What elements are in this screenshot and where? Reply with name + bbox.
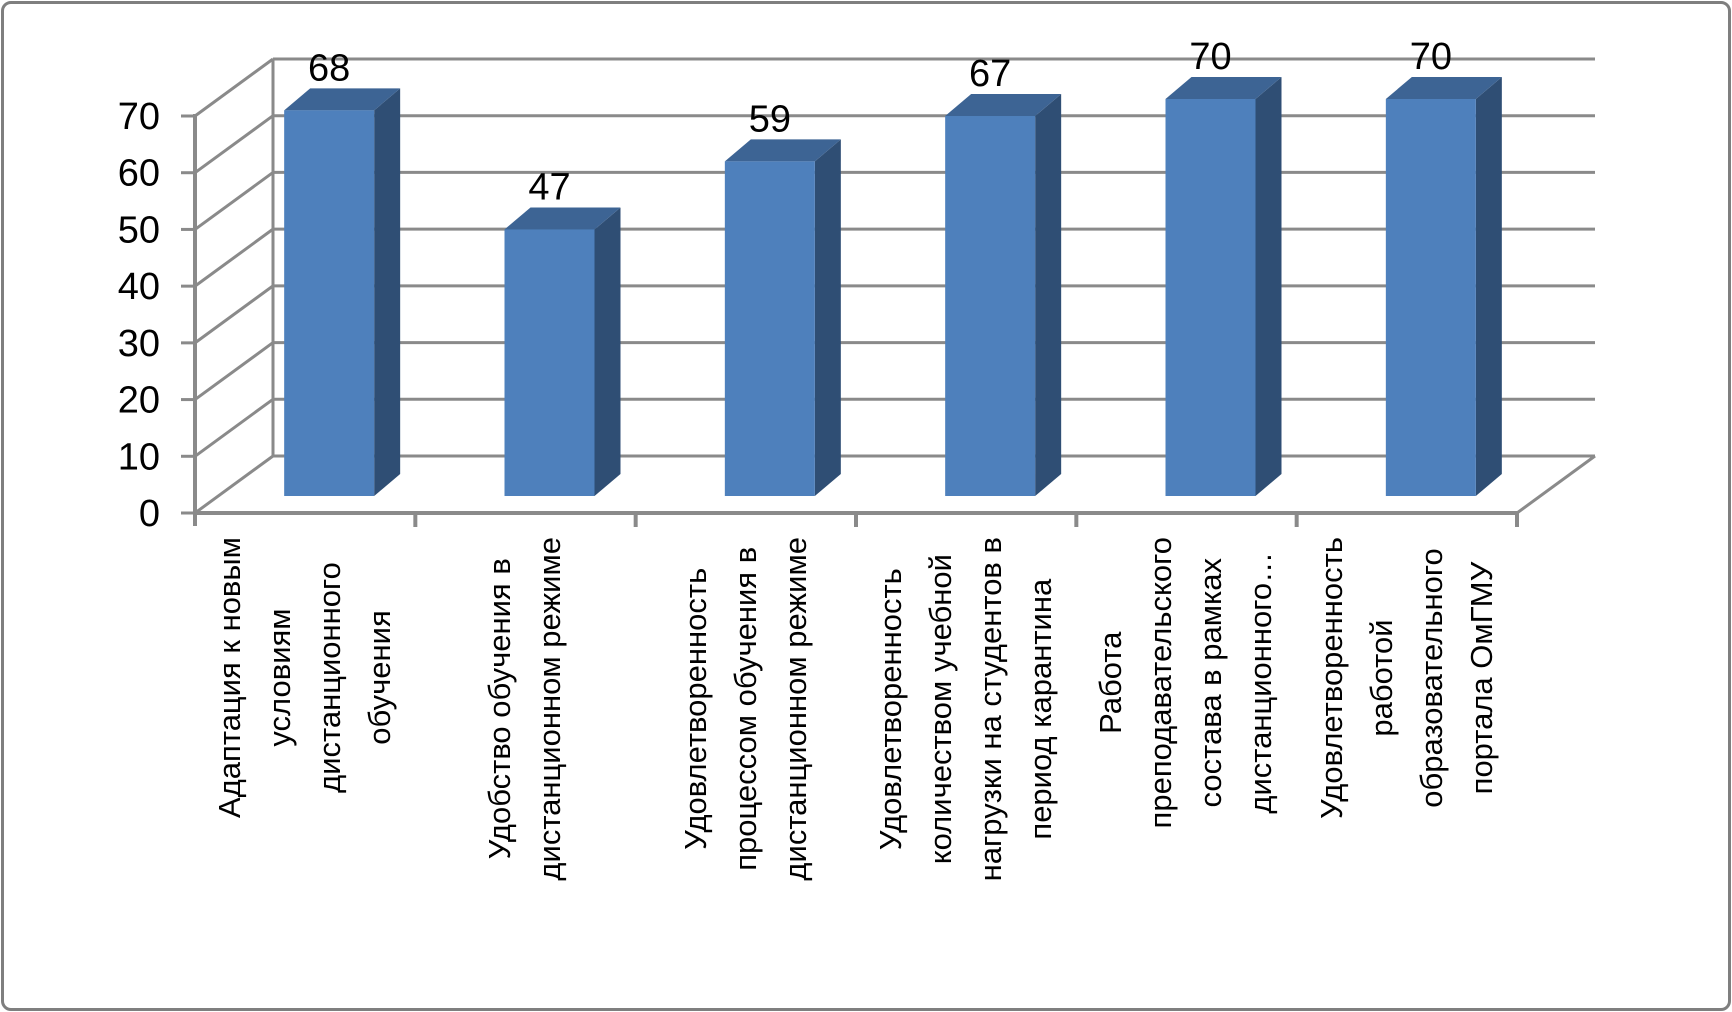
category-label-text: Удовлетворенность работой образовательно… [1313,537,1499,820]
gridline-depth-connector [194,227,274,288]
floor-right-edge [1516,454,1596,515]
category-label: Работа преподавательского состава в рамк… [1076,537,1296,1005]
y-axis-tick-label: 10 [118,436,160,478]
y-axis-tick-label: 50 [118,209,160,251]
category-label: Удовлетворенность количеством учебной на… [856,537,1076,1005]
y-axis-tick-label: 30 [118,323,160,365]
category-label-text: Удовлетворенность процессом обучения в д… [677,537,813,881]
bar-front-face [1385,99,1476,496]
bar-front-face [504,229,595,496]
bar-side-face [1475,77,1502,496]
bar-value-label: 59 [749,98,791,140]
category-label-text: Удобство обучения в дистанционном режиме [482,537,568,881]
bar-value-label: 67 [969,53,1011,95]
y-axis-tick-label: 70 [118,96,160,138]
bar-top-face [945,94,1062,117]
y-axis-tick-label: 40 [118,266,160,308]
bar-front-face [724,161,815,496]
gridline-depth-connector [194,171,274,231]
bar-column: 68 [284,47,401,496]
bar-front-face [284,110,375,496]
bar-value-label: 47 [528,166,570,208]
gridline-depth-connector [194,284,274,345]
gridline-depth-connector [194,57,274,118]
bar-side-face [1255,77,1282,496]
bar-front-face [1165,99,1256,496]
bar-top-face [504,207,621,230]
bar-value-label: 70 [1410,36,1452,78]
bar-top-face [724,139,841,162]
category-label: Удовлетворенность работой образовательно… [1297,537,1517,1005]
gridline-depth-connector [194,454,274,515]
gridline-depth-connector [194,341,274,401]
category-label: Удобство обучения в дистанционном режиме [415,537,635,1005]
bar-value-label: 70 [1189,36,1231,78]
bar-column: 47 [504,166,621,496]
bar-front-face [945,116,1036,496]
bar-column: 70 [1165,36,1282,496]
bar-side-face [594,207,621,496]
category-label: Адаптация к новым условиям дистанционног… [195,537,415,1005]
bar-top-face [284,88,401,111]
bar-value-label: 68 [308,47,350,89]
bar-side-face [814,139,841,496]
y-axis-tick-label: 0 [139,493,160,535]
gridline-depth-connector [194,114,274,174]
category-label-text: Работа преподавательского состава в рамк… [1093,537,1279,829]
gridline-depth-connector [194,398,274,458]
bar-column: 59 [724,98,841,496]
bar-column: 70 [1385,36,1502,496]
category-label: Удовлетворенность процессом обучения в д… [636,537,856,1005]
category-label-text: Адаптация к новым условиям дистанционног… [212,537,398,818]
y-axis-tick-label: 20 [118,380,160,422]
bar-top-face [1385,77,1502,99]
bar-side-face [374,88,401,496]
y-axis-tick-label: 60 [118,153,160,195]
bar-column: 67 [945,53,1062,496]
category-label-text: Удовлетворенность количеством учебной на… [873,537,1059,882]
bar-top-face [1165,77,1282,99]
bar-side-face [1035,94,1062,496]
